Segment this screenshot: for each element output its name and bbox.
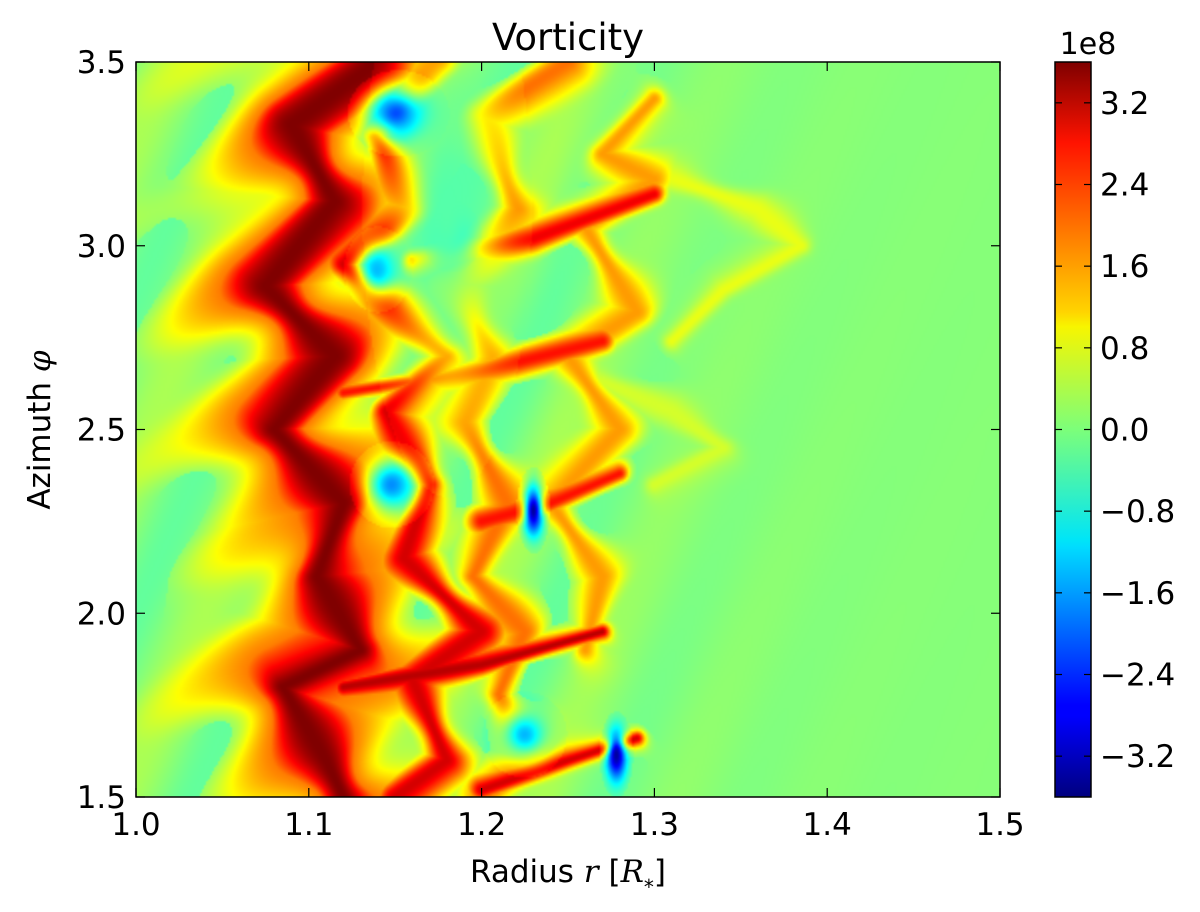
y-tick-label: 2.5 — [77, 413, 126, 449]
x-axis-label-unit: R — [620, 854, 644, 890]
colorbar-tick-label: −0.8 — [1100, 494, 1175, 530]
y-axis-label: Azimuth φ — [22, 350, 58, 510]
colorbar-tick-label: 1.6 — [1100, 249, 1149, 285]
y-tick-label: 2.0 — [77, 596, 126, 632]
colorbar-ticks: −3.2 −2.4 −1.6 −0.8 0.0 0.8 1.6 2.4 3.2 — [1055, 86, 1175, 775]
x-tick-label: 1.4 — [803, 807, 852, 843]
y-axis-label-symbol: φ — [22, 350, 58, 372]
colorbar-tick-label: 0.0 — [1100, 413, 1149, 449]
x-axis-label-unit-sub: * — [644, 875, 654, 899]
colorbar-multiplier: 1e8 — [1060, 27, 1117, 62]
colorbar-tick-label: −3.2 — [1100, 739, 1175, 775]
vorticity-heatmap-image — [136, 62, 1000, 797]
colorbar-tick-label: −1.6 — [1100, 576, 1175, 612]
x-axis-label-prefix: Radius — [470, 854, 584, 890]
y-tick-label: 3.5 — [77, 45, 126, 81]
y-axis-label-prefix: Azimuth — [22, 372, 58, 510]
colorbar-tick-label: 2.4 — [1100, 168, 1149, 204]
y-axis-ticks: 1.5 2.0 2.5 3.0 3.5 — [77, 45, 1000, 816]
colorbar-tick-label: 0.8 — [1100, 331, 1149, 367]
x-axis-label: Radius r [R*] — [470, 854, 666, 899]
x-tick-label: 1.1 — [284, 807, 333, 843]
x-axis-label-unit-open: [ — [599, 854, 621, 890]
y-tick-label: 3.0 — [77, 229, 126, 265]
chart-title: Vorticity — [492, 16, 644, 59]
x-axis-label-symbol: r — [584, 854, 601, 890]
x-tick-label: 1.0 — [111, 807, 160, 843]
heatmap-area — [136, 62, 1000, 797]
y-tick-label: 1.5 — [77, 780, 126, 816]
x-axis-ticks: 1.0 1.1 1.2 1.3 1.4 1.5 — [111, 62, 1025, 843]
colorbar-tick-label: 3.2 — [1100, 86, 1149, 122]
x-axis-label-unit-close: ] — [654, 854, 666, 890]
x-tick-label: 1.2 — [457, 807, 506, 843]
colorbar-tick-label: −2.4 — [1100, 658, 1175, 694]
x-tick-label: 1.3 — [630, 807, 679, 843]
x-tick-label: 1.5 — [975, 807, 1024, 843]
